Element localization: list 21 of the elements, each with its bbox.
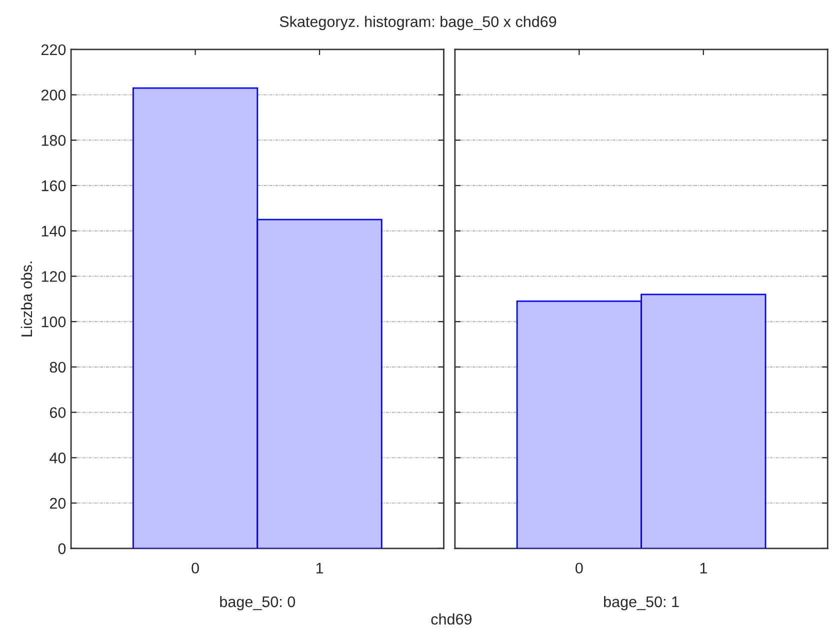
text: chd69 [431, 613, 472, 625]
y-tick-label: 80 [50, 362, 66, 373]
y-tick-label: 20 [50, 498, 66, 509]
y-tick-label: 200 [41, 90, 66, 100]
x-axis-title: bage_50: 1 [604, 596, 679, 610]
y-tick-label: 40 [50, 452, 66, 464]
y-tick-label: 140 [42, 226, 66, 237]
x-tick-label: 0 [576, 562, 583, 574]
y-tick-label: 100 [42, 316, 66, 328]
x-axis-title: bage_50: 0 [220, 596, 296, 610]
x-tick-label: 0 [192, 562, 199, 574]
y-tick-label: 120 [42, 271, 66, 282]
y-axis-title: Liczba obs. [20, 262, 32, 336]
y-tick-label: 0 [58, 543, 66, 554]
x-tick-label: 1 [700, 562, 707, 574]
y-tick-label: 180 [42, 135, 66, 146]
y-tick-label: 60 [50, 407, 66, 418]
y-tick-label: 160 [42, 180, 66, 192]
y-tick-label: 220 [41, 44, 66, 56]
x-tick-label: 1 [316, 562, 324, 574]
chart-title: Skategoryz. histogram: bage_50 x chd69 [280, 16, 556, 30]
